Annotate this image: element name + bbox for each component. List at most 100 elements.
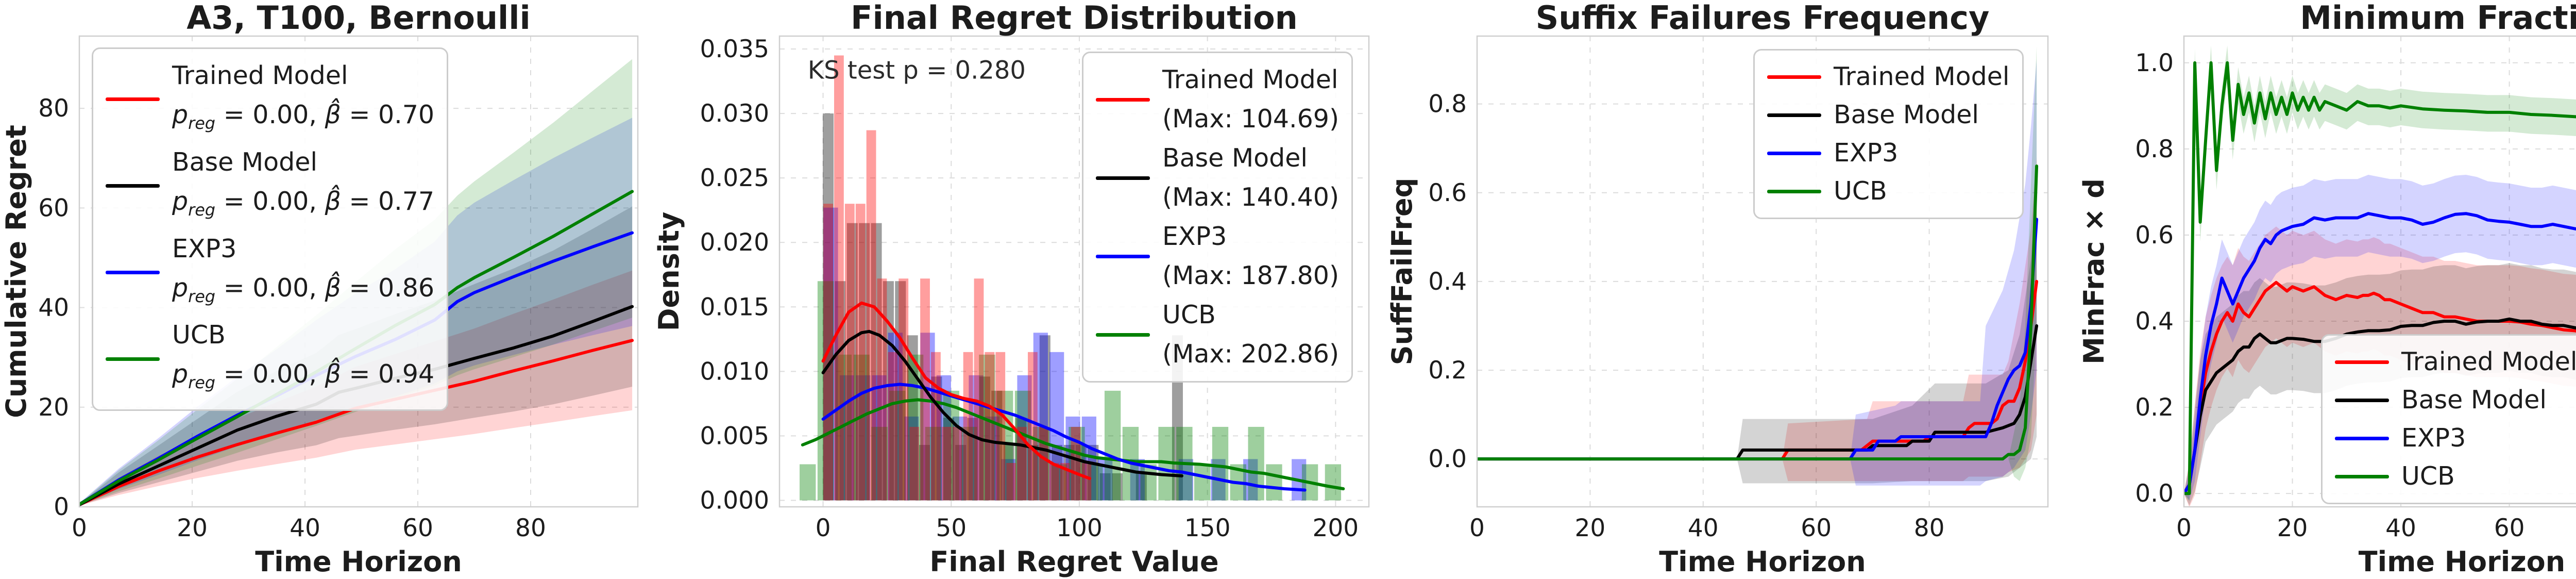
hist-bar [1033, 333, 1048, 501]
legend-minimum-fraction: Trained Model Base Model EXP3 UCB [2321, 334, 2576, 504]
panel-title: A3, T100, Bernoulli [187, 0, 531, 37]
legend-swatch-trained [2335, 360, 2389, 364]
legend-suffix-failures-frequency: Trained Model Base Model EXP3 UCB [1753, 49, 2024, 219]
tick-labels: 0 50 100 150 200 0.000 0.005 0.010 0.015 0.020 0.0… [700, 35, 1359, 542]
hist-bar [1049, 462, 1059, 501]
x-tick-label: 0 [2176, 514, 2192, 542]
series-line-base [2184, 317, 2576, 495]
hist-bars-exp3 [823, 207, 1307, 501]
y-axis-label: MinFrac × d [2078, 178, 2110, 365]
hist-bar [834, 55, 844, 501]
hist-bar [1006, 462, 1016, 501]
series-lines [1477, 164, 2039, 461]
y-tick-label: 0.025 [700, 164, 769, 192]
legend-cumulative-regret: Trained Model preg = 0.00, β̂ = 0.70 Base … [92, 47, 449, 411]
y-tick-label: 0.035 [700, 35, 769, 63]
legend-stats: preg = 0.00, β̂ = 0.70 [172, 100, 435, 133]
hist-bar [1325, 464, 1342, 501]
legend-entry: EXP3 [2335, 419, 2576, 457]
series-lines [2184, 61, 2576, 495]
hist-bar [839, 375, 854, 501]
hist-bar [1266, 464, 1282, 501]
x-tick-label: 0 [72, 514, 87, 542]
legend-entry: Base Model preg = 0.00, β̂ = 0.77 [106, 143, 434, 229]
legend-swatch-exp3 [106, 270, 160, 274]
hist-bar [952, 426, 962, 501]
legend-final-regret-distribution: Trained Model (Max: 104.69) Base Model (Max… [1082, 52, 1353, 383]
tick-labels: 0 20 40 60 80 0 20 40 60 80 [38, 94, 546, 542]
legend-swatch-ucb [2335, 474, 2389, 478]
hist-bar [985, 352, 995, 501]
y-tick-label: 80 [38, 94, 69, 123]
x-axis-label: Time Horizon [1659, 545, 1866, 578]
hist-bar [974, 278, 984, 501]
plot-spine [2183, 35, 2576, 508]
y-tick-label: 40 [38, 294, 69, 322]
hist-bar [1178, 459, 1193, 501]
y-tick-label: 0.030 [700, 100, 769, 128]
hist-bar [1112, 473, 1123, 501]
legend-entry: EXP3 (Max: 187.80) [1096, 217, 1339, 295]
hist-bar [963, 352, 973, 501]
legend-entry: Base Model [2335, 381, 2576, 419]
series-band-trained [1477, 157, 2037, 482]
y-tick-label: 0.2 [1428, 356, 1467, 385]
hist-bar [883, 281, 894, 501]
hist-bar [835, 281, 846, 501]
series-band-base [2184, 263, 2576, 506]
y-tick-label: 0.4 [1428, 268, 1467, 296]
y-tick-label: 0.6 [1428, 179, 1467, 207]
hist-bar [1052, 444, 1063, 501]
legend-entry: EXP3 preg = 0.00, β̂ = 0.86 [106, 229, 434, 316]
legend-label: EXP3 [1834, 138, 1899, 168]
x-tick-label: 80 [1914, 514, 1945, 542]
legend-swatch-trained [1767, 75, 1821, 79]
legend-label: UCB [1834, 176, 1887, 206]
x-tick-label: 20 [1574, 514, 1605, 542]
legend-swatch-exp3 [1096, 254, 1150, 258]
panel-title: Minimum Fraction [2300, 0, 2576, 37]
legend-label: EXP3 [1162, 222, 1227, 251]
hist-bar [909, 426, 920, 501]
legend-swatch-ucb [1767, 189, 1821, 193]
x-tick-label: 100 [1056, 514, 1103, 542]
legend-entry: UCB [1767, 172, 2010, 210]
hist-bar [920, 333, 935, 501]
legend-stats: preg = 0.00, β̂ = 0.77 [172, 186, 435, 220]
legend-swatch-base [106, 184, 160, 188]
plot-spine [1476, 35, 2049, 508]
hist-bar [871, 223, 882, 501]
legend-entry: Trained Model [1767, 58, 2010, 96]
histograms [800, 55, 1342, 501]
x-tick-label: 40 [290, 514, 320, 542]
hist-bar [907, 354, 924, 501]
legend-entry: Trained Model [2335, 343, 2576, 381]
hist-bar [888, 352, 898, 501]
legend-label: Trained Model [172, 61, 348, 90]
hist-bar [1194, 464, 1211, 501]
x-tick-label: 60 [402, 514, 433, 542]
y-tick-label: 0 [54, 493, 69, 521]
x-axis-label: Time Horizon [255, 545, 462, 578]
legend-swatch-base [1096, 176, 1150, 180]
y-axis-label: Cumulative Regret [0, 125, 32, 418]
tick-labels: 0 20 40 60 80 0.0 0.2 0.4 0.6 0.8 [1428, 90, 1944, 542]
legend-stats: preg = 0.00, β̂ = 0.94 [172, 359, 435, 393]
hist-bar [855, 204, 866, 501]
legend-label: EXP3 [2401, 423, 2466, 453]
x-tick-label: 0 [1469, 514, 1485, 542]
series-band-base [1477, 184, 2037, 484]
hist-bar [955, 444, 967, 501]
series-line-exp3 [821, 383, 1307, 492]
y-tick-label: 0.0 [2135, 479, 2174, 508]
y-tick-label: 0.0 [1428, 445, 1467, 473]
x-axis-label: Time Horizon [2359, 545, 2565, 578]
hist-bar [817, 281, 834, 501]
hist-bar [1087, 464, 1103, 501]
legend-stats: preg = 0.00, β̂ = 0.86 [172, 273, 435, 306]
hist-bar [1001, 459, 1016, 501]
x-tick-label: 20 [2277, 514, 2308, 542]
hist-bar [979, 354, 995, 501]
legend-label: Base Model [2401, 385, 2547, 415]
y-tick-label: 0.2 [2135, 393, 2174, 422]
